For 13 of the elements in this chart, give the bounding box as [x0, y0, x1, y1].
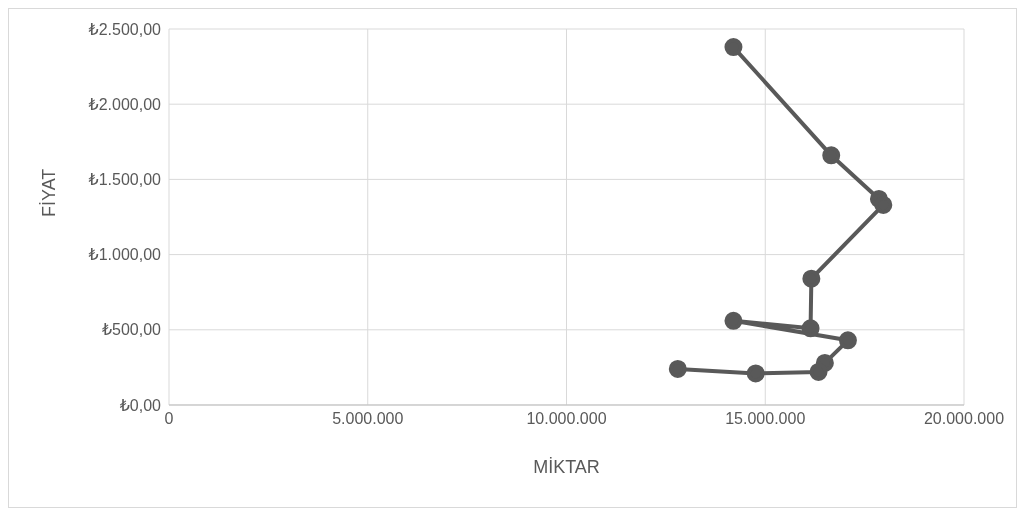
y-axis-title: FİYAT [39, 168, 60, 217]
x-tick-label: 0 [164, 410, 174, 428]
x-tick-label: 15.000.000 [725, 410, 806, 428]
x-tick-label: 10.000.000 [526, 410, 607, 428]
y-tick-label: ₺0,00 [119, 396, 162, 414]
y-tick-label: ₺2.500,00 [88, 20, 162, 38]
x-tick-label: 20.000.000 [923, 410, 1005, 428]
y-tick-label: ₺2.000,00 [88, 95, 162, 113]
y-tick-label: ₺1.500,00 [88, 171, 162, 189]
x-tick-label: 5.000.000 [332, 410, 404, 428]
y-tick-label: ₺1.000,00 [88, 246, 162, 264]
y-tick-label: ₺500,00 [101, 321, 162, 339]
x-axis-title: MİKTAR [533, 457, 600, 477]
